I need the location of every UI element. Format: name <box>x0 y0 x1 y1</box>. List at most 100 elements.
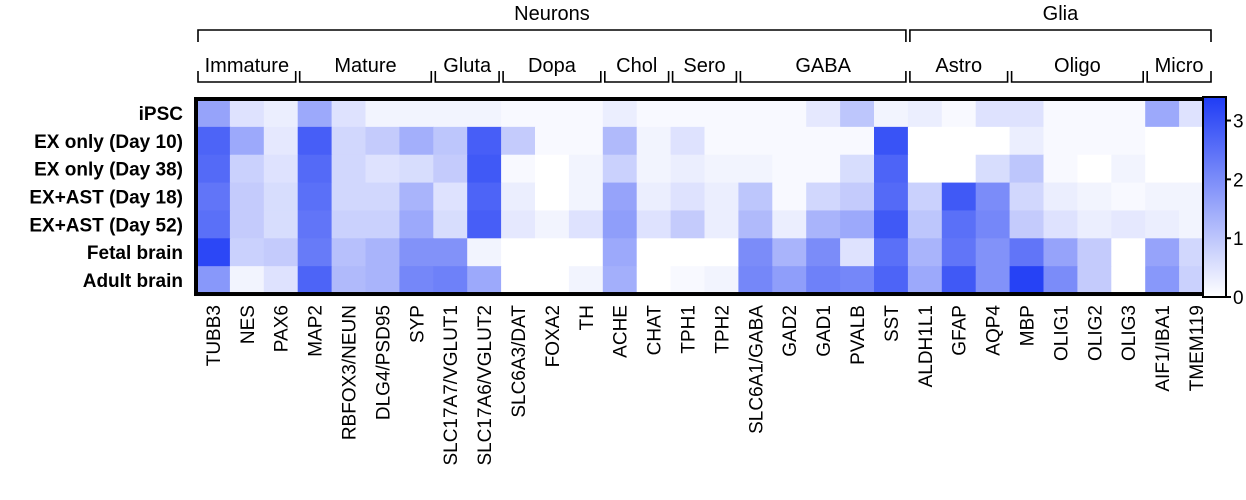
heatmap-cell <box>297 238 333 267</box>
heatmap-cell <box>433 154 468 184</box>
heatmap-cell <box>840 154 875 184</box>
column-label: ACHE <box>611 305 632 358</box>
column-label: GAD2 <box>780 305 801 357</box>
column-label: SST <box>882 305 903 342</box>
group-label: Oligo <box>1054 55 1101 77</box>
group-label: Dopa <box>528 55 577 77</box>
heatmap-cell <box>975 182 1011 212</box>
heatmap-cell <box>297 154 333 184</box>
heatmap-cell <box>399 266 434 295</box>
heatmap-cell <box>1009 154 1045 184</box>
heatmap-cell <box>738 126 773 156</box>
column-label: ALDH1L1 <box>916 305 937 387</box>
heatmap-cell <box>806 238 841 267</box>
heatmap-cell <box>772 126 807 156</box>
heatmap-cell <box>602 266 638 295</box>
heatmap-cell <box>975 266 1011 295</box>
group-bracket <box>671 71 738 83</box>
heatmap-cell <box>874 182 909 212</box>
row-label: EX+AST (Day 18) <box>29 188 183 209</box>
heatmap-cell <box>467 210 502 239</box>
heatmap-cell <box>772 182 807 212</box>
heatmap-cell <box>297 99 333 128</box>
column-label: TPH1 <box>679 305 700 354</box>
heatmap-cell <box>568 99 604 128</box>
column-label: MAP2 <box>306 305 327 357</box>
heatmap-cell <box>501 126 536 156</box>
heatmap-cell <box>229 182 265 212</box>
heatmap-cell <box>907 154 943 184</box>
heatmap-cell <box>806 154 841 184</box>
heatmap-cell <box>535 99 570 128</box>
row-labels: iPSC EX only (Day 10) EX only (Day 38) EX+A… <box>29 104 183 292</box>
heatmap-cell <box>1043 99 1078 128</box>
row-label: iPSC <box>139 104 184 125</box>
column-label: OLIG2 <box>1085 305 1106 361</box>
heatmap-cell <box>535 182 570 212</box>
heatmap-cell <box>1111 266 1146 295</box>
heatmap-cell <box>941 154 977 184</box>
column-label: DLG4/PSD95 <box>373 305 394 420</box>
heatmap-cell <box>704 266 739 295</box>
heatmap-cell <box>196 238 231 267</box>
colorbar-tick-label: 0 <box>1233 288 1244 309</box>
column-label: MBP <box>1018 305 1039 346</box>
heatmap-cell <box>670 266 706 295</box>
heatmap-cell <box>1145 154 1180 184</box>
super-group-bracket <box>909 29 1212 42</box>
column-label: OLIG3 <box>1119 305 1140 361</box>
heatmap-cell <box>297 210 333 239</box>
column-label: OLIG1 <box>1051 305 1072 361</box>
heatmap-cell <box>568 182 604 212</box>
heatmap-cell <box>433 210 468 239</box>
column-label: TUBB3 <box>204 305 225 366</box>
group-bracket <box>1010 71 1144 83</box>
heatmap-cell <box>602 182 638 212</box>
heatmap-cell <box>874 210 909 239</box>
heatmap-cell <box>229 210 265 239</box>
heatmap-cell <box>433 126 468 156</box>
heatmap-cell <box>738 99 773 128</box>
heatmap-cell <box>433 99 468 128</box>
heatmap-cell <box>196 99 231 128</box>
heatmap-cell <box>501 182 536 212</box>
super-group-label: Neurons <box>514 3 590 25</box>
heatmap-cell <box>196 210 231 239</box>
heatmap-cell <box>704 126 739 156</box>
column-label: NES <box>238 305 259 344</box>
heatmap-cell <box>535 238 570 267</box>
heatmap-cell <box>501 154 536 184</box>
heatmap-cell <box>1043 266 1078 295</box>
column-label: TMEM119 <box>1187 305 1208 391</box>
heatmap-cell <box>602 210 638 239</box>
group-brackets: Immature Mature Gluta Dopa Chol Sero GABA Astro… <box>197 55 1212 83</box>
heatmap-cell <box>263 154 299 184</box>
column-label: TPH2 <box>712 305 733 354</box>
group-label: Astro <box>935 55 982 77</box>
heatmap-cell <box>1111 210 1146 239</box>
heatmap-cell <box>1077 99 1112 128</box>
heatmap-cell <box>1077 238 1112 267</box>
group-label: Chol <box>616 55 657 77</box>
heatmap-cell <box>331 266 367 295</box>
heatmap-cell <box>229 99 265 128</box>
heatmap-cell <box>331 126 367 156</box>
heatmap-cell <box>602 99 638 128</box>
heatmap-cell <box>1009 238 1045 267</box>
heatmap-cell <box>907 210 943 239</box>
group-label: GABA <box>795 55 851 77</box>
heatmap-cell <box>874 126 909 156</box>
group-label: Gluta <box>443 55 492 77</box>
heatmap-cell <box>806 99 841 128</box>
heatmap-cell <box>433 266 468 295</box>
heatmap-cell <box>602 238 638 267</box>
heatmap-cell <box>907 182 943 212</box>
heatmap-cell <box>229 238 265 267</box>
heatmap-cell <box>840 238 875 267</box>
column-label: SLC17A7/VGLUT1 <box>441 305 462 466</box>
heatmap-cell <box>467 238 502 267</box>
heatmap-cell <box>568 210 604 239</box>
heatmap-cell <box>670 210 706 239</box>
group-label: Immature <box>205 55 289 77</box>
colorbar-tick-label: 2 <box>1233 170 1244 191</box>
